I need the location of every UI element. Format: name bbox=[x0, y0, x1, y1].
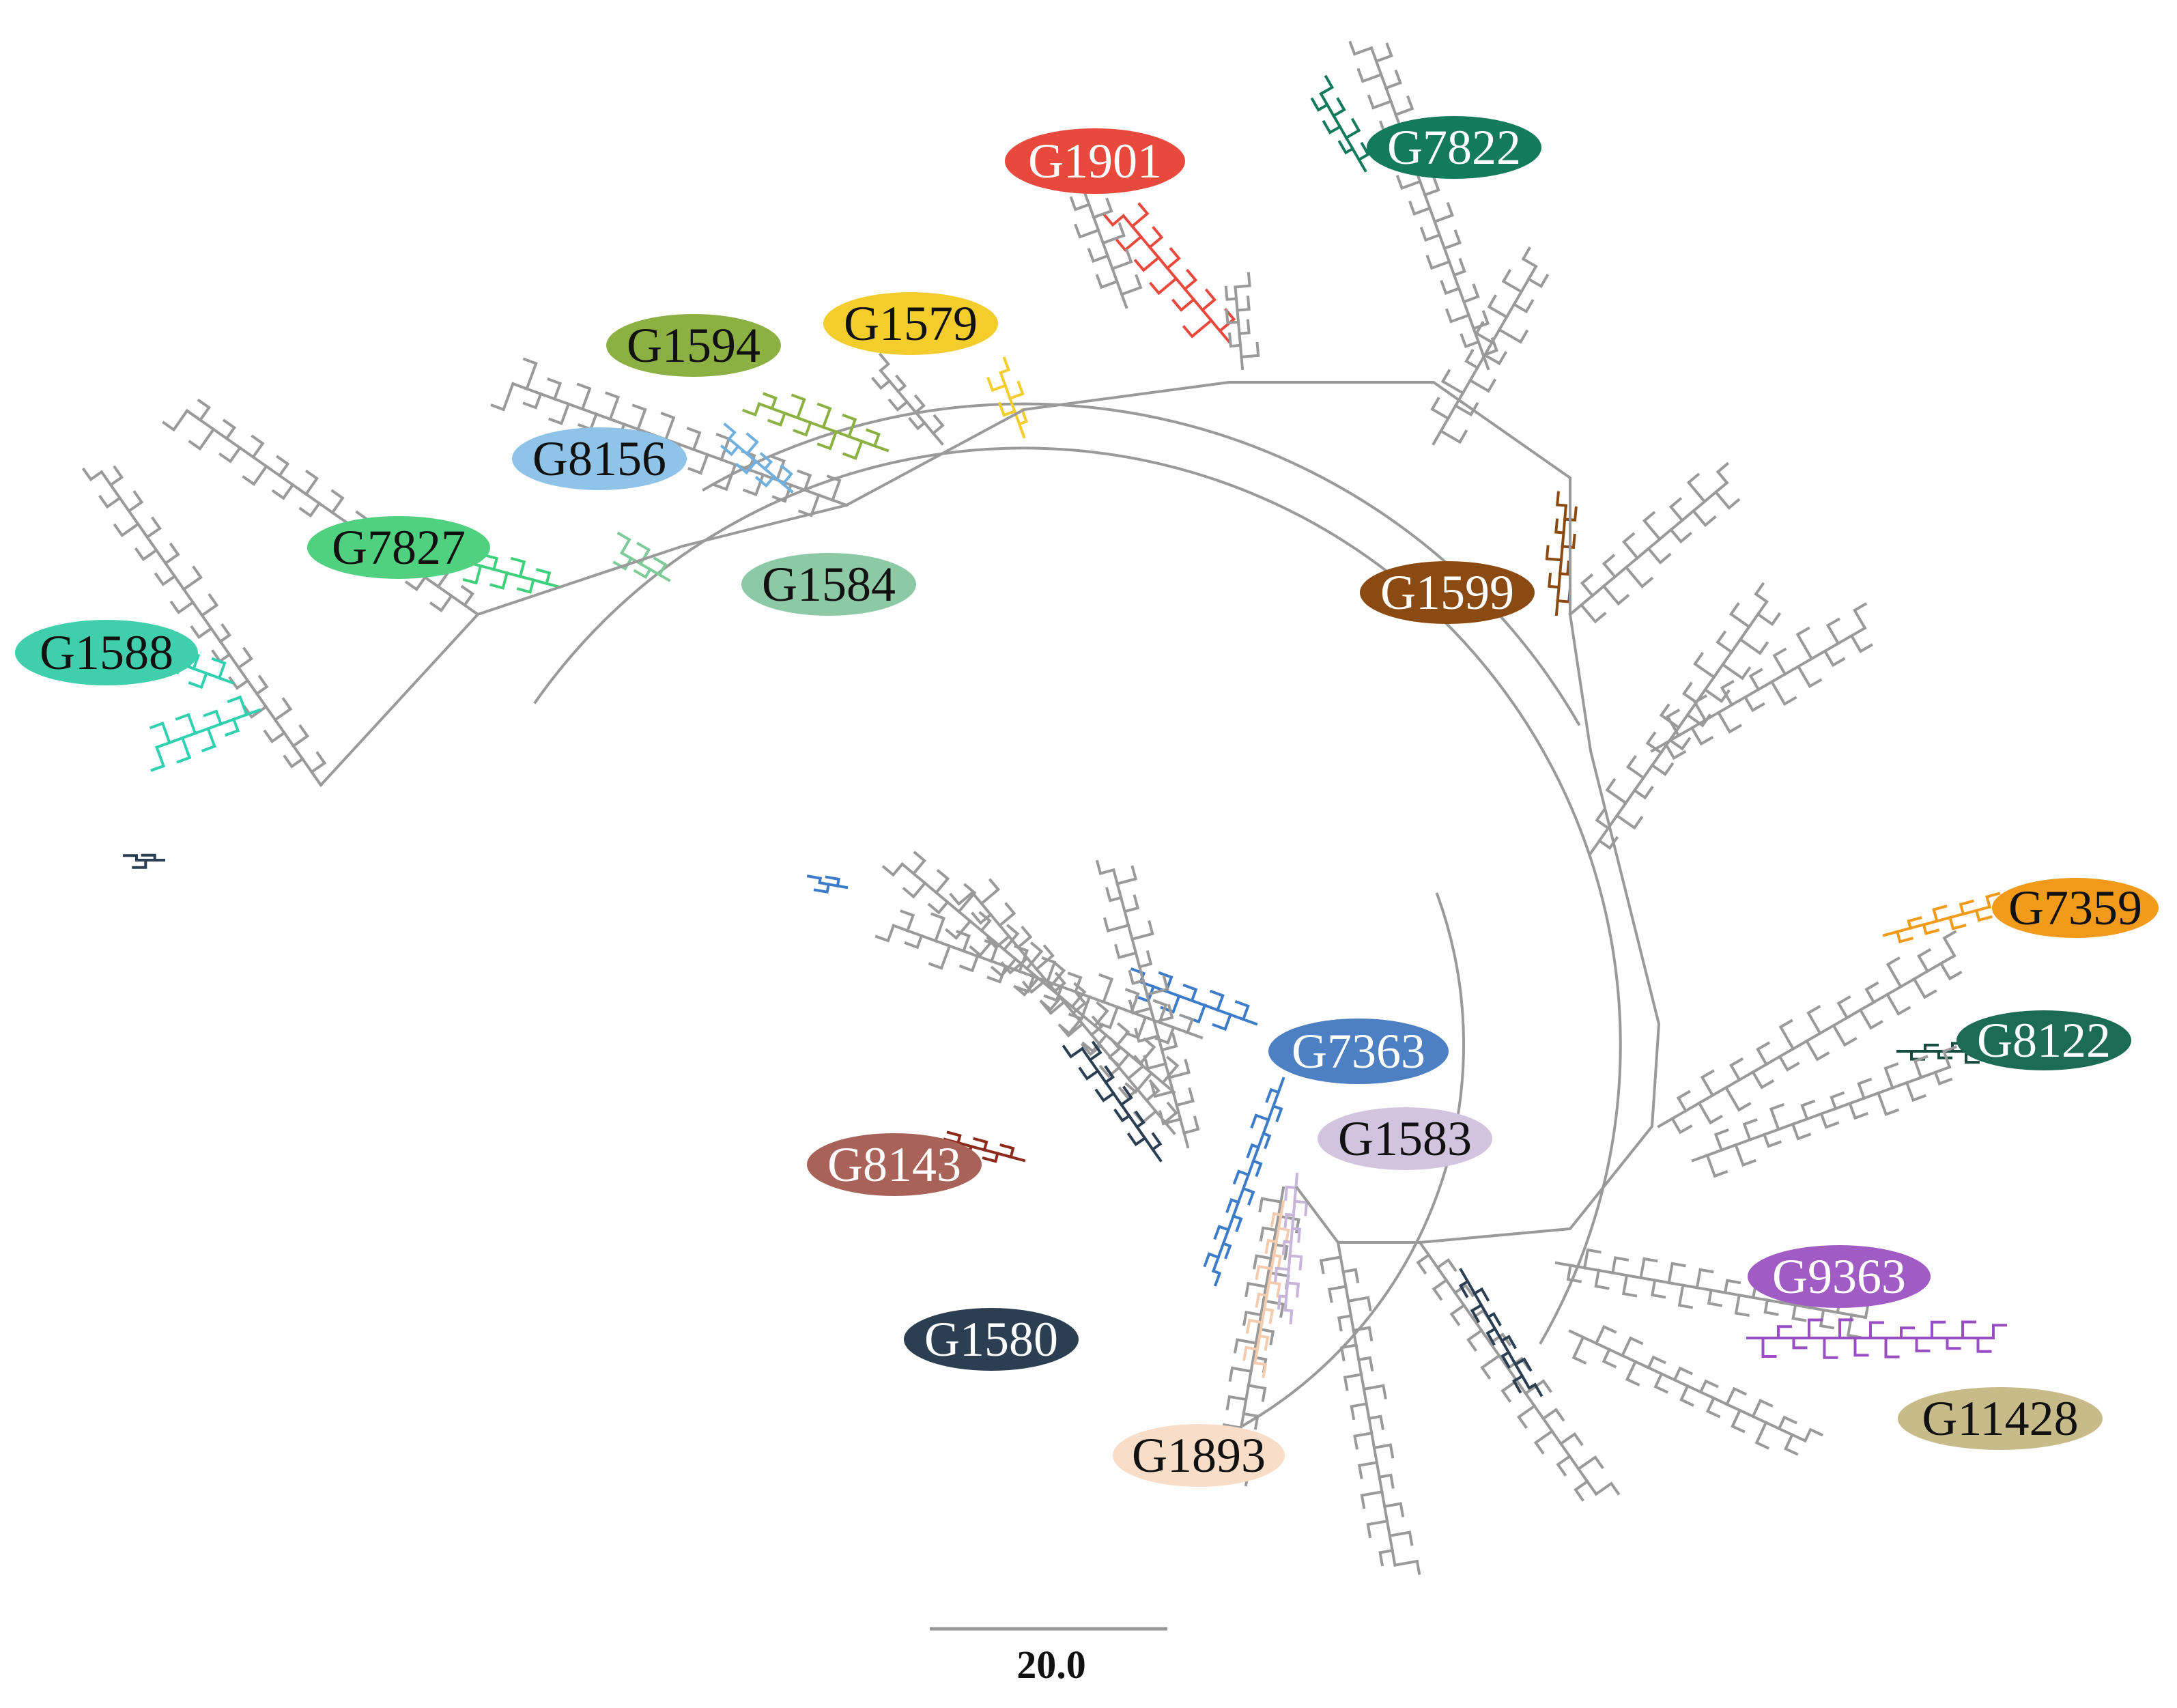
clade-label-badge bbox=[807, 1133, 982, 1196]
subtree-left-tail bbox=[81, 465, 327, 787]
backbone-arc bbox=[533, 446, 1622, 1345]
clade-label-G1893: G1893 bbox=[1113, 1424, 1285, 1487]
clade-label-badge bbox=[823, 292, 998, 355]
clade-label-text: G7822 bbox=[1387, 120, 1521, 175]
subtree-blue-tip-left bbox=[123, 853, 165, 869]
clade-label-badge bbox=[1992, 878, 2159, 938]
subtree-G8143-region bbox=[881, 851, 1180, 1094]
subtree-blue-tip bbox=[806, 874, 849, 894]
clade-label-badge bbox=[904, 1308, 1079, 1371]
subtree-G7359 bbox=[1882, 892, 2001, 943]
clade-label-badge bbox=[1367, 116, 1541, 179]
clade-label-text: G1588 bbox=[40, 625, 173, 680]
subtree-G1901 bbox=[1102, 202, 1236, 343]
clade-label-G1584: G1584 bbox=[741, 553, 916, 616]
clade-label-G1588: G1588 bbox=[15, 620, 198, 685]
clade-label-badge bbox=[1360, 561, 1535, 624]
clade-label-G7359: G7359 bbox=[1992, 878, 2159, 938]
clade-label-text: G1599 bbox=[1380, 565, 1514, 620]
clade-label-text: G1583 bbox=[1338, 1111, 1472, 1166]
subtree-G1580-region bbox=[949, 878, 1178, 1135]
subtree-G9363 bbox=[1746, 1318, 2007, 1359]
clade-label-badge bbox=[1113, 1424, 1285, 1487]
clade-label-badge bbox=[1957, 1010, 2131, 1070]
subtree-lower-right-b bbox=[1568, 1324, 1824, 1456]
clade-label-G7363: G7363 bbox=[1268, 1019, 1449, 1084]
subtree-blue-streak bbox=[1458, 1268, 1543, 1397]
subtree-far-right bbox=[1657, 930, 1963, 1135]
clade-label-badge bbox=[1748, 1245, 1931, 1308]
clade-label-text: G1580 bbox=[924, 1312, 1058, 1367]
clade-label-badge bbox=[606, 314, 781, 377]
clade-label-badge bbox=[1268, 1019, 1449, 1084]
subtree-near-G1579 bbox=[870, 352, 945, 446]
subtree-top-arm bbox=[1348, 40, 1498, 371]
subtree-G1893 bbox=[1242, 1199, 1290, 1379]
clade-label-text: G8143 bbox=[827, 1137, 961, 1192]
clade-label-badge bbox=[741, 553, 916, 616]
spine-connector-0 bbox=[844, 381, 1571, 616]
clade-label-G8122: G8122 bbox=[1957, 1010, 2131, 1070]
subtree-right-fan-b bbox=[1589, 582, 1782, 855]
clade-label-G9363: G9363 bbox=[1748, 1245, 1931, 1308]
tree-branches bbox=[81, 40, 2007, 1576]
clade-label-text: G7359 bbox=[2008, 881, 2142, 935]
subtree-G1594 bbox=[741, 392, 890, 460]
subtree-lower-center bbox=[1095, 859, 1200, 1149]
subtree-top-right bbox=[1430, 246, 1550, 446]
subtree-right-fan bbox=[1650, 602, 1873, 760]
clade-label-G8143: G8143 bbox=[807, 1133, 982, 1196]
clade-label-text: G1893 bbox=[1132, 1428, 1266, 1483]
subtree-right-upper bbox=[1568, 461, 1741, 624]
clade-label-text: G1579 bbox=[844, 296, 978, 351]
spine-connector-2 bbox=[319, 503, 849, 787]
clade-label-badge bbox=[307, 516, 490, 579]
subtree-G1580 bbox=[1062, 1040, 1163, 1163]
clade-label-text: G8122 bbox=[1977, 1013, 2111, 1068]
subtree-mid-grey bbox=[1224, 272, 1260, 371]
subtree-G7363 bbox=[1203, 1077, 1285, 1287]
subtree-G1588 bbox=[149, 695, 261, 772]
clade-label-badge bbox=[1005, 128, 1185, 194]
subtree-far-left-arm bbox=[162, 398, 480, 616]
clade-label-text: G1584 bbox=[762, 557, 896, 612]
clade-label-G1583: G1583 bbox=[1318, 1107, 1492, 1170]
clade-label-badge bbox=[15, 620, 198, 685]
clade-label-G1580: G1580 bbox=[904, 1308, 1079, 1371]
clade-label-text: G8156 bbox=[532, 431, 666, 486]
clade-label-G7822: G7822 bbox=[1367, 116, 1541, 179]
subtree-G7822 bbox=[1310, 74, 1370, 173]
subtree-bottom-center bbox=[1319, 1240, 1421, 1576]
spine-connector-1 bbox=[1295, 612, 1661, 1244]
backbone-arc-lower bbox=[1242, 892, 1466, 1427]
clade-label-G1579: G1579 bbox=[823, 292, 998, 355]
scale-bar-label: 20.0 bbox=[1016, 1642, 1086, 1687]
clade-label-text: G1594 bbox=[627, 318, 760, 373]
clade-label-text: G7363 bbox=[1292, 1024, 1425, 1079]
clade-label-G1901: G1901 bbox=[1005, 128, 1185, 194]
subtree-G1599 bbox=[1545, 491, 1578, 616]
subtree-G8156 bbox=[720, 422, 794, 494]
subtree-G1584 bbox=[612, 531, 671, 582]
clade-label-text: G7827 bbox=[332, 520, 466, 575]
clade-labels: G1901 G7822 G1579 G1594 G8156 G7827 G1584 G1588… bbox=[15, 116, 2159, 1487]
clade-label-text: G11428 bbox=[1922, 1391, 2078, 1446]
clade-label-badge bbox=[512, 427, 687, 490]
clade-label-G8156: G8156 bbox=[512, 427, 687, 490]
clade-label-text: G9363 bbox=[1772, 1249, 1906, 1304]
clade-label-G1594: G1594 bbox=[606, 314, 781, 377]
subtree-upper-left-arm bbox=[490, 357, 849, 517]
subtree-right-mid bbox=[1691, 1045, 1957, 1178]
clade-label-text: G1901 bbox=[1028, 134, 1162, 188]
clade-label-G11428: G11428 bbox=[1898, 1387, 2103, 1450]
scale-bar: 20.0 bbox=[930, 1627, 1167, 1687]
clade-label-badge bbox=[1318, 1107, 1492, 1170]
clade-label-G1599: G1599 bbox=[1360, 561, 1535, 624]
clade-label-G7827: G7827 bbox=[307, 516, 490, 579]
clade-label-badge bbox=[1898, 1387, 2103, 1450]
